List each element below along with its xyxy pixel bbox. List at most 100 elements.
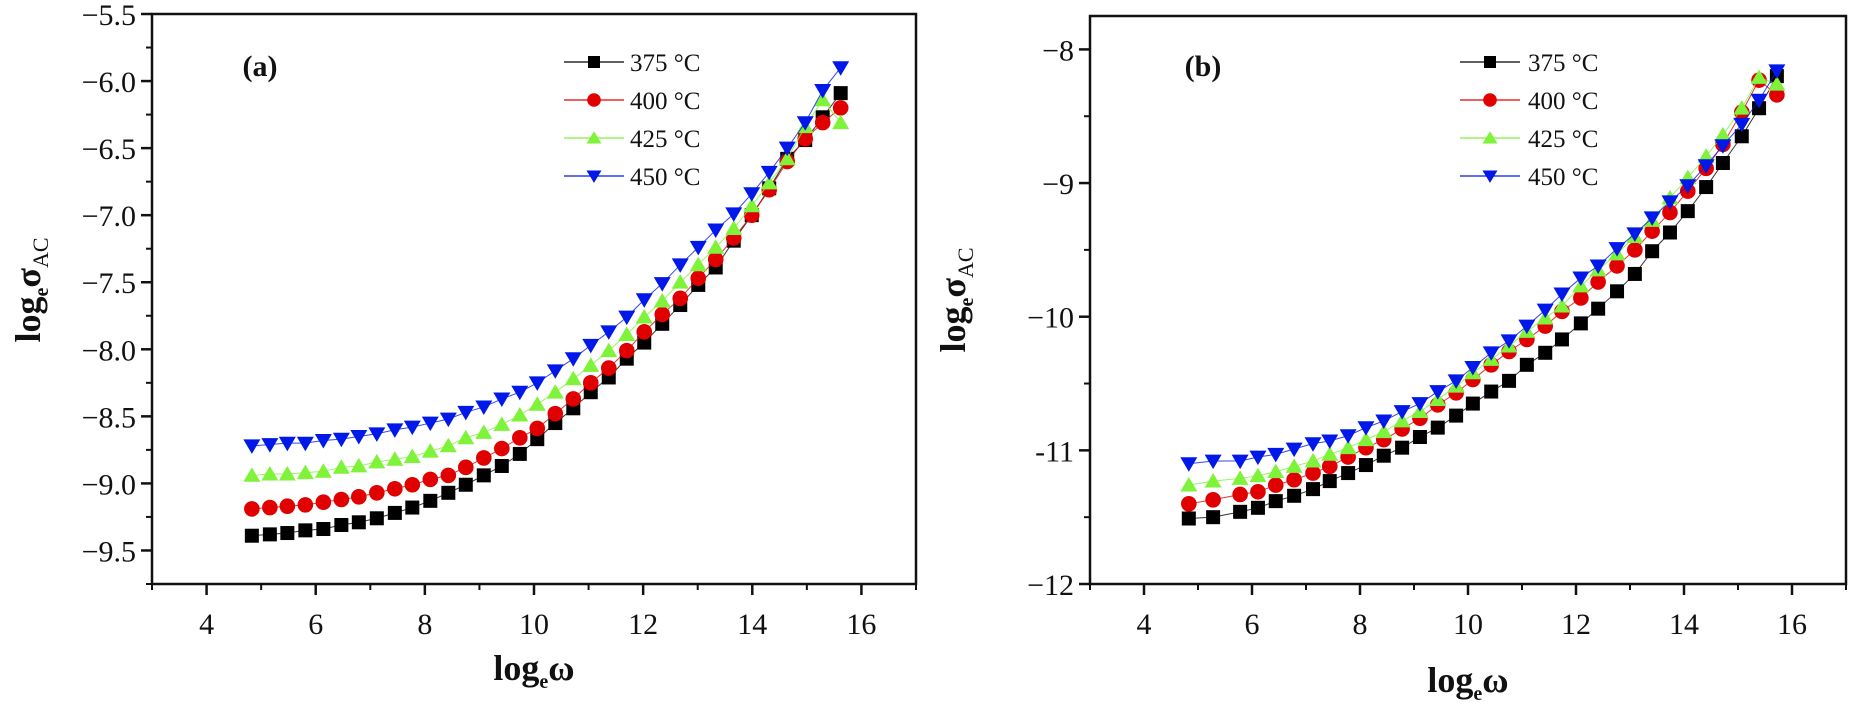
data-point (1231, 470, 1249, 485)
data-point (511, 406, 529, 422)
data-point (1249, 467, 1267, 483)
data-point (386, 451, 404, 466)
data-point (441, 485, 456, 500)
data-point (315, 494, 332, 510)
data-point (1518, 319, 1536, 335)
data-point (725, 207, 743, 222)
data-point (528, 396, 546, 411)
data-point (814, 114, 831, 131)
data-point (387, 505, 402, 520)
data-point (671, 258, 689, 273)
y-tick-label: −9.5 (82, 535, 136, 568)
y-axis-title-main: log (933, 307, 973, 353)
series-line (1188, 76, 1778, 486)
data-point (422, 471, 439, 488)
data-point (1181, 511, 1196, 526)
data-point (1285, 458, 1303, 473)
legend-marker (1484, 56, 1496, 68)
data-point (530, 432, 545, 447)
legend-marker (588, 56, 600, 68)
x-axis-title-symbol: ω (1482, 660, 1508, 700)
plot-frame (1088, 14, 1848, 586)
data-point (1500, 334, 1518, 349)
data-point (262, 499, 278, 516)
data-point (1231, 454, 1249, 470)
data-point (278, 436, 296, 452)
legend: 375 °C 400 °C 425 °C 450 °C (564, 50, 700, 191)
data-point (298, 523, 313, 538)
data-point (351, 489, 367, 505)
data-point (1206, 510, 1221, 525)
data-point (1643, 211, 1661, 226)
x-axis-title-sub: e (1473, 683, 1482, 705)
data-point (439, 437, 457, 453)
series-425C (243, 91, 850, 482)
data-point (1180, 457, 1198, 472)
series-line (251, 107, 842, 510)
data-point (314, 434, 332, 449)
data-point (1322, 474, 1337, 489)
legend-item: 375 °C (564, 50, 700, 77)
data-point (512, 446, 527, 461)
data-point (743, 187, 761, 202)
data-point (404, 476, 421, 493)
data-point (421, 443, 439, 458)
y-tick-label: -11 (1035, 435, 1074, 468)
data-point (1750, 93, 1768, 109)
data-point (1204, 454, 1222, 470)
data-point (1267, 463, 1285, 479)
data-point (369, 511, 384, 526)
data-point (423, 493, 438, 508)
series-375C (244, 86, 848, 543)
data-point (707, 239, 725, 254)
legend-marker (1482, 131, 1498, 144)
data-point (1697, 148, 1715, 163)
data-point (635, 293, 653, 308)
data-point (1304, 437, 1322, 452)
data-point (511, 385, 529, 401)
data-point (564, 370, 582, 386)
data-point (387, 480, 403, 497)
x-tick-label: 16 (1777, 608, 1807, 641)
legend-label: 400 °C (1528, 88, 1598, 115)
data-point (1267, 477, 1284, 493)
data-point (494, 440, 510, 457)
x-tick-label: 16 (846, 608, 876, 641)
data-point (760, 165, 778, 181)
data-point (1321, 434, 1339, 450)
data-point (1268, 494, 1283, 509)
data-point (1321, 458, 1338, 475)
data-point (439, 412, 457, 428)
data-point (316, 522, 331, 537)
x-tick-label: 4 (199, 608, 214, 641)
data-point (1627, 242, 1643, 258)
data-point (671, 274, 689, 289)
y-tick-label: −10 (1027, 302, 1074, 335)
data-point (707, 251, 724, 268)
data-point (797, 130, 814, 147)
data-point (1267, 447, 1285, 463)
data-point (1304, 452, 1322, 468)
data-point (1375, 423, 1393, 439)
data-point (582, 357, 600, 372)
data-point (493, 392, 511, 407)
data-point (832, 100, 849, 116)
data-point (672, 290, 689, 307)
x-tick-label: 14 (1669, 608, 1699, 641)
x-axis-title-main: log (493, 648, 539, 688)
data-point (707, 223, 725, 238)
data-point (280, 526, 295, 541)
data-point (244, 528, 259, 543)
data-point (1538, 345, 1553, 360)
data-point (296, 464, 314, 480)
data-point (1697, 159, 1715, 174)
data-point (1608, 242, 1626, 257)
y-tick-label: −9.0 (82, 468, 136, 501)
data-point (1339, 429, 1357, 444)
data-point (760, 174, 778, 190)
y-tick-label: −6.0 (82, 66, 136, 99)
y-tick-label: −6.5 (82, 133, 136, 166)
y-axis-title: logeσAC (8, 237, 53, 342)
data-point (458, 477, 473, 492)
